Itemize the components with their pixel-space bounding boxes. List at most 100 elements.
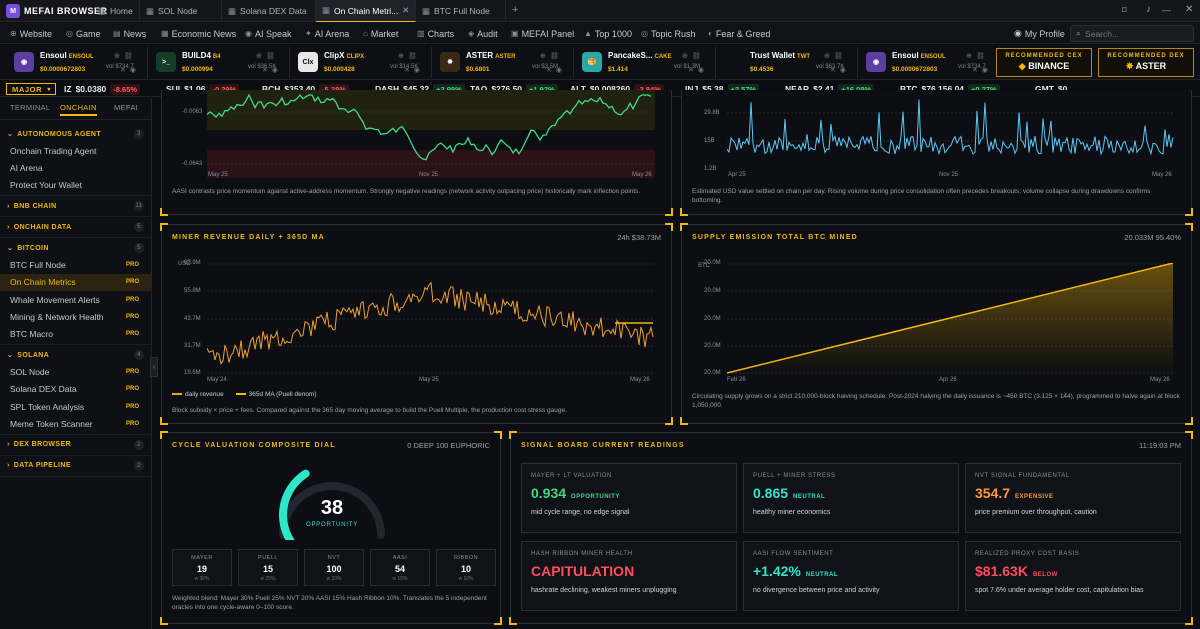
sidebar-section-autonomous-agent[interactable]: ⌄ AUTONOMOUS AGENT 3: [0, 127, 152, 141]
token-card[interactable]: Trust Wallet TWT $0.4536 vol $63.7K ⊕⛓ ✕◉: [720, 47, 858, 78]
ticker-item[interactable]: BCH $353.40 -5.28%: [262, 81, 349, 96]
sidebar-item[interactable]: Whale Movement Alerts PRO: [0, 291, 152, 308]
token-action-icons[interactable]: ⊕⛓: [824, 53, 847, 60]
sidebar-section-data-pipeline[interactable]: › DATA PIPELINE 2: [0, 459, 152, 473]
nav-fear-greed[interactable]: ◐ Fear & Greed: [708, 23, 770, 44]
token-action-icons[interactable]: ⊕⛓: [540, 53, 563, 60]
ticker-item[interactable]: IZ $0.0380 -8.65%: [64, 81, 141, 96]
sidebar-item[interactable]: AI Arena: [0, 159, 152, 176]
recommended-cex-button[interactable]: RECOMMENDED CEX ◆ BINANCE: [996, 48, 1092, 77]
nav-top-1000[interactable]: ▲ Top 1000: [584, 23, 632, 44]
tab-1[interactable]: ▦ SOL Node: [140, 0, 222, 22]
component-value: 10: [460, 564, 471, 574]
sidebar-item[interactable]: SPL Token Analysis PRO: [0, 398, 152, 415]
sidebar-item[interactable]: Mining & Network Health PRO: [0, 308, 152, 325]
sidebar-item[interactable]: Onchain Trading Agent: [0, 142, 152, 159]
nav-market[interactable]: ⌂ Market: [363, 23, 398, 44]
tab-onchain[interactable]: ONCHAIN: [60, 103, 97, 116]
ticker-item[interactable]: GMT $0.: [1035, 81, 1070, 96]
token-social-icons[interactable]: ✕◉: [262, 67, 282, 74]
token-social-icons[interactable]: ✕◉: [972, 67, 992, 74]
token-social-icons[interactable]: ✕◉: [830, 67, 850, 74]
nav-website[interactable]: ⊕ Website: [10, 23, 52, 44]
token-card[interactable]: ◉ Ensoul ENSOUL $0.0000672803 vol $734.7 ⊕⛓ ✕◉: [862, 47, 1000, 78]
token-action-icons[interactable]: ⊕⛓: [256, 53, 279, 60]
sidebar-section-dex-browser[interactable]: › DEX BROWSER 2: [0, 438, 152, 452]
sidebar-item[interactable]: BTC Macro PRO: [0, 326, 152, 343]
signal-value-text: 0.934: [531, 485, 567, 501]
aasi-panel: -0.0063 -0.0643 May 25 Nov 25 May 26 AAS…: [160, 90, 673, 216]
ticker-filter-select[interactable]: MAJOR ▾: [6, 83, 56, 95]
ticker-item[interactable]: BTC $76,156.04 +0.27%: [900, 81, 1000, 96]
token-social-icons[interactable]: ✕◉: [120, 67, 140, 74]
tab-4[interactable]: ▦ BTC Full Node: [416, 0, 506, 22]
ticker-item[interactable]: TAO $276.50 +1.92%: [470, 81, 558, 96]
token-action-icons[interactable]: ⊕⛓: [966, 53, 989, 60]
search-input[interactable]: [1085, 28, 1186, 39]
nav-ai-arena[interactable]: ✦ AI Arena: [305, 23, 349, 44]
sidebar-section-onchain-data[interactable]: › ONCHAIN DATA 5: [0, 220, 152, 234]
token-card[interactable]: ✸ ASTER ASTER $0.6801 vol $3.5M ⊕⛓ ✕◉: [436, 47, 574, 78]
supply-ytick: 20.0M: [704, 343, 721, 349]
ticker-item[interactable]: DASH $45.32 +3.99%: [375, 81, 465, 96]
tab-terminal[interactable]: TERMINAL: [10, 103, 51, 112]
component-weight: w 10%: [458, 576, 474, 582]
ticker-item[interactable]: ALT $0.008260 -3.84%: [570, 81, 664, 96]
profile-link[interactable]: ◉ My Profile: [1014, 23, 1065, 44]
ticker-item[interactable]: SUI $1.06 -0.29%: [166, 81, 240, 96]
signal-card-nvt-signal-fundamental: NVT SIGNAL FUNDAMENTAL 354.7 EXPENSIVE pric…: [965, 463, 1181, 533]
sidebar-item[interactable]: Protect Your Wallet: [0, 177, 152, 194]
panel-corner: [494, 431, 502, 439]
minimize-icon[interactable]: —: [1162, 5, 1171, 15]
sidebar-collapse-button[interactable]: ‹: [150, 357, 158, 377]
sidebar-item[interactable]: Solana DEX Data PRO: [0, 381, 152, 398]
nav-audit[interactable]: ◈ Audit: [468, 23, 498, 44]
token-action-icons[interactable]: ⊕⛓: [398, 53, 421, 60]
sidebar-section-solana[interactable]: ⌄ SOLANA 4: [0, 348, 152, 362]
token-social-icons[interactable]: ✕◉: [546, 67, 566, 74]
tab-0[interactable]: ▦ Home: [92, 0, 140, 22]
sidebar-item[interactable]: On Chain Metrics PRO: [0, 273, 152, 291]
nav-charts[interactable]: ▥ Charts: [417, 23, 454, 44]
tab-2[interactable]: ▦ Solana DEX Data: [222, 0, 316, 22]
ticker-item[interactable]: NEAR $2.41 +16.08%: [785, 81, 875, 96]
nav-game[interactable]: ◎ Game: [66, 23, 101, 44]
nav-news[interactable]: ▤ News: [113, 23, 146, 44]
token-action-icons[interactable]: ⊕⛓: [682, 53, 705, 60]
recommended-dex-button[interactable]: RECOMMENDED DEX ✸ ASTER: [1098, 48, 1194, 77]
token-social-icons[interactable]: ✕◉: [404, 67, 424, 74]
nav-economic-news[interactable]: ▦ Economic News: [161, 23, 236, 44]
nav-ai-speak[interactable]: ◉ AI Speak: [245, 23, 292, 44]
ticker-change: -5.28%: [319, 83, 349, 95]
bell-icon[interactable]: ♪: [1146, 4, 1151, 15]
tab-close-icon[interactable]: ✕: [402, 5, 410, 15]
search-box[interactable]: ⌕: [1070, 25, 1194, 42]
tab-mefai[interactable]: MEFAI: [114, 103, 139, 112]
sidebar-item[interactable]: Meme Token Scanner PRO: [0, 415, 152, 432]
sidebar-section-bitcoin[interactable]: ⌄ BITCOIN 5: [0, 241, 152, 255]
ticker-item[interactable]: INJ $5.38 +2.57%: [685, 81, 760, 96]
token-card[interactable]: ◉ Ensoul ENSOUL $0.0000672803 vol $734.7 ⊕⛓ ✕◉: [10, 47, 148, 78]
token-card[interactable]: >_ BUILD4 B4 $0.000994 vol $36.5K ⊕⛓ ✕◉: [152, 47, 290, 78]
nav-label: Website: [19, 28, 53, 39]
sidebar-item[interactable]: BTC Full Node PRO: [0, 256, 152, 273]
miner-ytick: 43.7M: [184, 316, 201, 322]
sidebar-section-bnb-chain[interactable]: › BNB CHAIN 11: [0, 199, 152, 213]
rec-cex-name-text: BINANCE: [1028, 61, 1070, 71]
pro-badge: PRO: [125, 296, 139, 303]
signal-card-realized-proxy-cost-basis: REALIZED PROXY COST BASIS $81.63K BELOW spo…: [965, 541, 1181, 611]
signal-panel-title: SIGNAL BOARD CURRENT READINGS: [521, 442, 685, 449]
new-tab-icon[interactable]: +: [512, 4, 519, 16]
close-icon[interactable]: ✕: [1185, 4, 1194, 15]
sidebar-item[interactable]: SOL Node PRO: [0, 363, 152, 380]
nav-label: Fear & Greed: [715, 28, 771, 39]
nav-topic-rush[interactable]: ◎ Topic Rush: [641, 23, 696, 44]
token-card[interactable]: 🥞 PancakeS... CAKE $1.414 vol $1.3M ⊕⛓ ✕◉: [578, 47, 716, 78]
token-action-icons[interactable]: ⊕⛓: [114, 53, 137, 60]
token-social-icons[interactable]: ✕◉: [688, 67, 708, 74]
bookmark-icon[interactable]: ⌑: [1122, 5, 1127, 15]
nav-mefai-panel[interactable]: ▣ MEFAI Panel: [511, 23, 574, 44]
tab-3[interactable]: ▦ On Chain Metri... ✕: [316, 0, 416, 22]
sidebar-item-label: Protect Your Wallet: [10, 180, 82, 191]
token-card[interactable]: Clx ClipX CLIPX $0.000428 vol $14.5K ⊕⛓ ✕◉: [294, 47, 432, 78]
